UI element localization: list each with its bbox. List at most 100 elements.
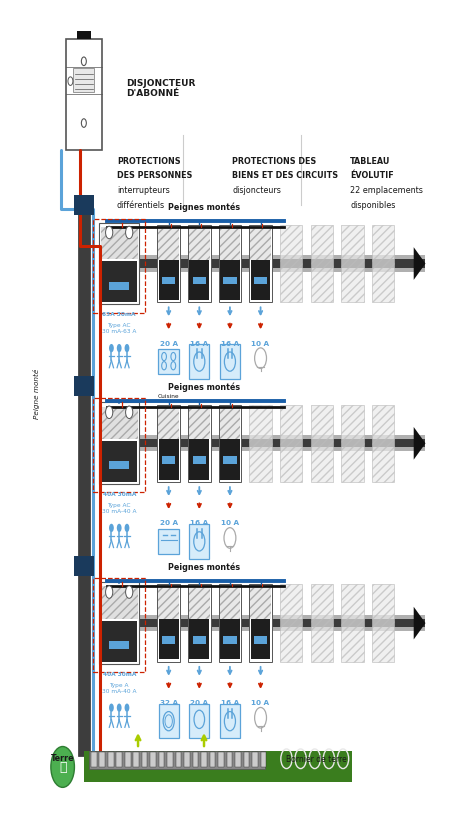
Circle shape (106, 586, 113, 599)
Bar (162, 278, 175, 285)
Bar (223, 636, 237, 645)
Bar (189, 589, 210, 619)
Text: 20 A: 20 A (190, 699, 209, 705)
Bar (159, 753, 164, 767)
Bar (190, 345, 209, 379)
Bar (73, 69, 94, 93)
Bar (341, 405, 364, 482)
Bar (254, 278, 267, 285)
Bar (372, 225, 394, 303)
Bar (66, 40, 101, 151)
Text: BIENS ET DES CIRCUITS: BIENS ET DES CIRCUITS (232, 171, 338, 180)
Polygon shape (414, 428, 426, 460)
Bar (184, 753, 190, 767)
Bar (192, 636, 206, 645)
Circle shape (109, 345, 114, 353)
Text: DES PERSONNES: DES PERSONNES (117, 171, 192, 180)
Bar (193, 753, 198, 767)
Text: DISJONCTEUR
D'ABONNÉ: DISJONCTEUR D'ABONNÉ (126, 79, 196, 98)
Bar (158, 589, 179, 619)
Bar (190, 260, 209, 301)
Bar (157, 585, 180, 662)
Bar (249, 585, 272, 662)
Bar (100, 619, 426, 627)
Bar (158, 529, 179, 554)
Bar (188, 405, 210, 482)
Circle shape (125, 704, 129, 712)
Text: Type AC
30 mA-40 A: Type AC 30 mA-40 A (102, 503, 137, 514)
Bar (100, 228, 138, 260)
Polygon shape (414, 248, 426, 281)
Bar (220, 260, 240, 301)
Bar (218, 753, 224, 767)
Bar (251, 619, 271, 659)
Bar (109, 283, 129, 290)
Bar (159, 619, 179, 659)
Text: Type AC
30 mA-63 A: Type AC 30 mA-63 A (102, 323, 137, 334)
Circle shape (106, 406, 113, 419)
Bar (158, 350, 179, 375)
Bar (188, 585, 210, 662)
Bar (159, 704, 179, 739)
Bar (220, 440, 240, 480)
Bar (280, 585, 302, 662)
Bar (100, 436, 426, 452)
Text: 10 A: 10 A (252, 699, 270, 705)
Bar (176, 753, 182, 767)
Bar (108, 753, 114, 767)
Bar (219, 585, 241, 662)
Bar (261, 753, 266, 767)
Bar (109, 462, 129, 470)
Bar (341, 585, 364, 662)
Text: différentiels: différentiels (117, 201, 165, 210)
Bar (101, 621, 137, 662)
Text: 16 A: 16 A (190, 520, 209, 526)
Text: 63A 30mA: 63A 30mA (102, 311, 136, 317)
Circle shape (68, 78, 73, 86)
Bar (251, 260, 271, 301)
Bar (201, 753, 207, 767)
Text: Peignes montés: Peignes montés (168, 562, 240, 571)
Text: 20 A: 20 A (160, 340, 178, 346)
Circle shape (106, 227, 113, 239)
Bar (244, 753, 249, 767)
Bar (372, 585, 394, 662)
Bar (250, 589, 271, 619)
Text: Peigne monté: Peigne monté (33, 368, 40, 419)
Bar (158, 229, 179, 260)
Bar (341, 225, 364, 303)
Bar (84, 752, 353, 782)
Bar (219, 409, 240, 440)
Bar (223, 457, 237, 464)
Bar (100, 440, 426, 448)
Text: 10 A: 10 A (252, 340, 270, 346)
Bar (252, 753, 258, 767)
Text: 40A 30mA: 40A 30mA (102, 671, 136, 676)
Bar (74, 556, 93, 576)
Text: 32 A: 32 A (160, 699, 178, 705)
Bar (117, 753, 122, 767)
Bar (100, 753, 105, 767)
Bar (254, 636, 267, 645)
Bar (190, 704, 209, 739)
Bar (219, 225, 241, 303)
Bar (109, 641, 129, 649)
Bar (227, 753, 232, 767)
Bar (133, 753, 139, 767)
Text: disjoncteurs: disjoncteurs (232, 186, 281, 195)
Circle shape (125, 345, 129, 353)
Bar (74, 377, 93, 396)
Bar (189, 409, 210, 440)
Text: Cuisine: Cuisine (158, 393, 180, 398)
Text: PROTECTIONS: PROTECTIONS (117, 156, 181, 165)
Bar (74, 196, 93, 215)
Circle shape (109, 524, 114, 532)
Bar (150, 753, 156, 767)
Bar (190, 440, 209, 480)
Text: 16 A: 16 A (221, 340, 239, 346)
Bar (280, 405, 302, 482)
Circle shape (126, 227, 133, 239)
Bar (189, 229, 210, 260)
Bar (223, 278, 237, 285)
Polygon shape (414, 607, 426, 640)
